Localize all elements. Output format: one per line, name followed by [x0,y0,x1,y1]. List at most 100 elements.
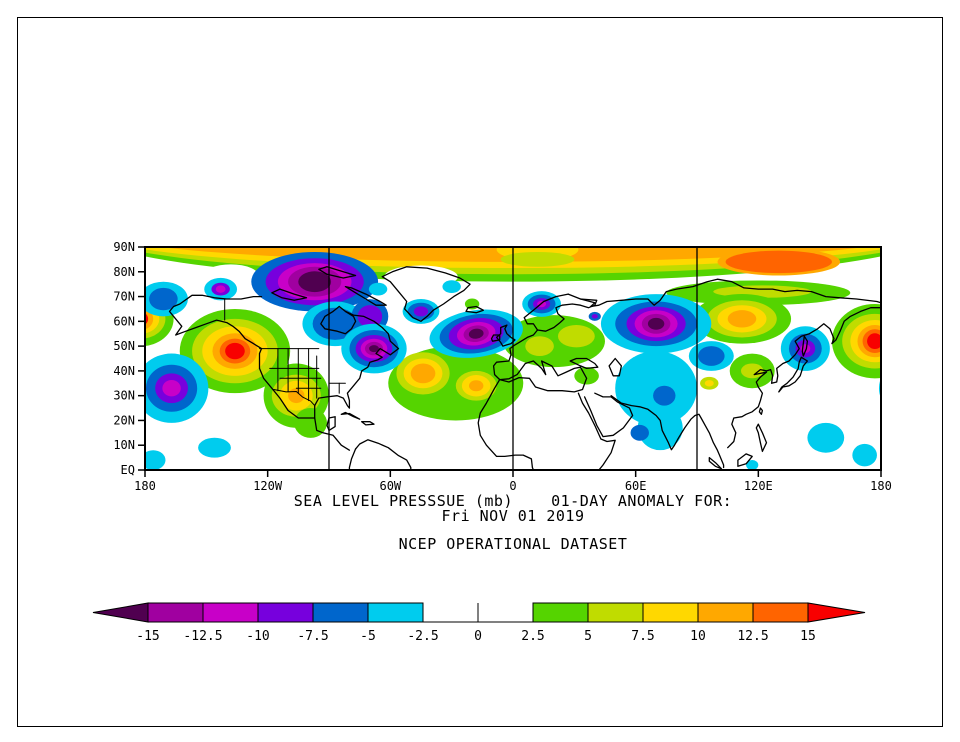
coastline [577,392,616,470]
coastline [477,378,535,470]
anomaly-ring [413,306,429,317]
anomaly-white-sea-dot [588,311,601,321]
colorbar-label: -5 [360,629,376,644]
anomaly-ring [647,317,665,330]
anomaly-europe-ygreen-east [557,325,595,348]
coastline [801,335,809,357]
anomaly-e-greenland-cyan [442,280,461,294]
coastline [492,293,569,381]
anomaly-arctic-laptev-orange [717,248,841,276]
coastline [583,392,634,438]
anomaly-s-greenland-negative [402,299,440,324]
anomaly-iceland-green-dot [464,298,480,310]
coastline [610,395,725,469]
coastline [569,357,599,370]
colorbar-segment [257,602,314,623]
colorbar-label: -12.5 [183,629,222,644]
y-tick-label: EQ [121,463,135,477]
anomaly-ring [725,250,832,274]
anomaly-ring [867,333,881,350]
anomaly-ring [574,367,599,385]
coastline [758,407,764,415]
map-plot-area [145,247,917,470]
anomaly-ne-atlantic-negative [429,309,523,358]
colorbar-label: -10 [246,629,269,644]
anomaly-canadian-arctic-negative [251,251,379,312]
anomaly-sw-corner-cyan [145,450,166,470]
colorbar-segment [752,602,809,623]
colorbar-segment [697,602,754,623]
colorbar-left-arrow [92,602,149,623]
anomaly-ring [746,460,759,470]
coastline [381,266,471,322]
colorbar-label: 7.5 [631,629,654,644]
colorbar-segment [532,602,589,623]
colorbar-segment [147,602,204,623]
anomaly-ring [442,280,461,294]
anomaly-ring [162,380,181,397]
anomaly-ring [288,388,305,404]
anomaly-mid-atlantic-positive [396,352,450,395]
anomaly-ring [591,314,598,319]
anomaly-turkey-green [574,367,599,385]
coastline [344,285,387,306]
coastline [320,305,357,335]
anomaly-newfoundland-negative [341,323,407,374]
colorbar-segment [312,602,369,623]
coastline [727,307,881,449]
anomaly-ring [410,363,436,384]
anomaly-ring [500,251,575,267]
anomaly-ring [215,285,226,293]
anomaly-philippine-sea-cyan [807,422,845,453]
anomaly-ring [704,380,714,387]
chart-date: Fri NOV 01 2019 [441,507,585,525]
coastline [326,416,336,432]
coastline [361,421,375,426]
coastline [314,305,400,419]
colorbar-segment [642,602,699,623]
colorbar-label: 15 [800,629,816,644]
x-tick-label: 120E [744,479,773,493]
y-tick-label: 60N [113,314,135,328]
y-tick-label: 10N [113,438,135,452]
anomaly-band-thin-europe-ygreen [500,251,575,267]
chart-subtitle: NCEP OPERATIONAL DATASET [398,535,628,553]
chart-title: SEA LEVEL PRESSSUE (mb) 01-DAY ANOMALY F… [293,492,733,510]
coastline [354,439,412,470]
anomaly-ring [464,298,480,310]
anomaly-mexico-green-tail [294,408,327,438]
coastline [778,356,809,393]
anomaly-east-pacific-cyan [198,437,231,458]
colorbar-right-arrow [807,602,866,623]
anomaly-pakistan-blue [653,385,676,406]
colorbar-label: -7.5 [297,629,328,644]
anomaly-ring [897,378,917,398]
anomaly-bering-strait-negative [145,281,188,317]
anomaly-ring [469,380,484,392]
political-border [273,389,316,407]
anomaly-ring [298,271,332,293]
anomaly-ring [357,305,383,328]
anomaly-ring [852,443,877,467]
anomaly-midpac-negative [145,353,209,423]
x-tick-label: 0 [509,479,516,493]
anomaly-gulf-alaska-positive [179,308,291,394]
y-tick-label: 40N [113,364,135,378]
anomaly-west-siberia-negative [600,294,712,354]
anomaly-bering-positive-east [831,303,881,379]
colorbar-segment [202,602,259,623]
coastline [168,294,351,451]
coastline [271,288,308,301]
anomaly-ring [312,307,358,340]
coastline [608,357,623,377]
anomaly-midpac-negative-wrap [878,378,917,399]
x-tick-label: 60E [625,479,647,493]
anomaly-ring [741,363,764,379]
anomaly-ring [637,405,683,451]
y-tick-label: 20N [113,413,135,427]
coastline [465,305,485,314]
anomaly-ring [145,450,166,470]
anomaly-ring [525,336,554,357]
